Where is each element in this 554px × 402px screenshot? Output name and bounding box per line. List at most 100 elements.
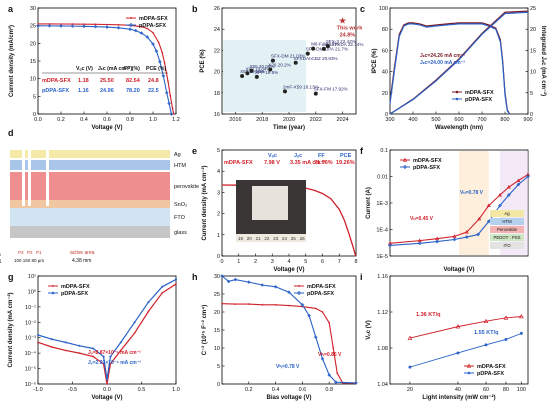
y-tick-label: 5 xyxy=(217,364,220,370)
x-tick-label: 80 xyxy=(503,387,509,393)
y-tick-label: 20 xyxy=(214,310,220,316)
table-cell: 19.26% xyxy=(336,160,355,166)
y2-tick-label: 25 xyxy=(530,6,536,12)
y-tick-label: 22 xyxy=(214,48,220,54)
data-point xyxy=(174,282,178,286)
data-point xyxy=(254,74,259,79)
data-point xyxy=(452,237,457,242)
y-tick-label: 1E-3 xyxy=(376,201,388,207)
y-tick-label: 20 xyxy=(214,70,220,76)
ruler-label: 25 xyxy=(291,236,297,241)
table-cell: 3.35 mA cm⁻² xyxy=(290,159,325,166)
data-point xyxy=(163,61,166,64)
x-axis-label: Voltage (V) xyxy=(444,267,475,273)
data-point xyxy=(50,345,54,349)
data-point xyxy=(92,347,95,350)
layer-label: FTO xyxy=(174,215,186,221)
panel-f: f 1 1E-5 1E-4 1E-3 0.01 0.1 Voltage (V) Current … xyxy=(0,146,530,273)
data-point xyxy=(139,31,144,35)
table-cell: 1.18 xyxy=(78,78,89,84)
annotation: Jₛc=24.26 mA cm⁻² xyxy=(420,53,465,59)
data-label: X26 20.2% xyxy=(268,62,290,67)
data-point xyxy=(327,373,331,377)
series-line xyxy=(221,275,357,384)
data-point xyxy=(516,182,521,187)
x-tick-label: 7 xyxy=(338,259,341,265)
data-point xyxy=(105,382,109,386)
table-header: Jₛc xyxy=(294,153,302,159)
panel-h: h 0.2 0.4 0.6 0.8 0 5 10 15 20 25 30 Bias voltage (V… xyxy=(192,272,358,401)
annotation: Vₜₗ=0.78 V xyxy=(460,190,484,196)
data-point xyxy=(145,27,149,30)
series-line xyxy=(389,176,529,247)
data-label: 2mF-X59 18.13% xyxy=(283,84,319,89)
data-point xyxy=(226,279,231,284)
data-point xyxy=(160,291,164,294)
data-label: XPP 19.5% xyxy=(255,70,278,75)
data-point xyxy=(300,303,305,307)
data-point xyxy=(417,241,422,246)
region-shade xyxy=(459,151,489,255)
y-tick-label: 2 xyxy=(217,212,220,218)
panel-g: g -1.0 -0.5 0.0 0.5 1.0 10⁻⁶ 10⁻⁵ 10⁻⁴ 10⁻³ 10⁻² 10… xyxy=(7,272,180,401)
annotation: Vₜₗ=0.45 V xyxy=(410,216,434,222)
y-tick-label: 1.04 xyxy=(377,382,388,388)
x-tick-label: 0.0 xyxy=(34,117,42,123)
panel-i: i 20 40 60 80 100 1.04 1.08 1.12 1.16 Light intens… xyxy=(360,272,529,401)
data-point xyxy=(260,303,264,306)
x-tick-label: 2 xyxy=(254,259,257,265)
data-point xyxy=(516,178,521,183)
y-tick-label: 10⁻¹ xyxy=(25,305,36,311)
layer-0 xyxy=(10,150,170,158)
y-tick-label: 0 xyxy=(385,112,388,118)
legend-label: pDPA-SFX xyxy=(465,97,492,103)
data-point xyxy=(119,349,123,352)
x-tick-label: 2022 xyxy=(310,117,322,123)
data-point xyxy=(452,234,457,238)
legend-marker xyxy=(128,22,134,28)
inset-layer xyxy=(490,242,524,249)
data-point xyxy=(145,35,150,39)
data-point xyxy=(109,362,112,365)
data-point xyxy=(354,381,358,385)
data-point xyxy=(147,310,150,313)
data-point xyxy=(504,338,508,341)
data-point xyxy=(59,22,63,26)
data-point xyxy=(282,89,287,94)
ruler xyxy=(236,234,306,242)
data-point xyxy=(313,91,318,96)
inset-layer-label: Ag xyxy=(504,211,510,216)
x-tick-label: 0.5 xyxy=(138,387,146,393)
y-tick-label: 1E-4 xyxy=(376,228,388,234)
data-point xyxy=(498,203,502,208)
data-point xyxy=(105,378,109,381)
panel-letter: f xyxy=(360,146,364,156)
y2-tick-label: 0 xyxy=(530,112,533,118)
data-point xyxy=(78,351,81,355)
x-tick-label: 0.0 xyxy=(103,387,111,393)
data-point xyxy=(165,91,169,95)
y-tick-label: 10¹ xyxy=(28,274,36,280)
x-tick-label: -1.0 xyxy=(33,387,42,393)
y-tick-label: 15 xyxy=(214,328,220,334)
data-point xyxy=(64,349,67,352)
data-point xyxy=(36,333,40,337)
data-point xyxy=(486,203,491,208)
plot-frame xyxy=(389,275,529,385)
data-point xyxy=(234,302,237,306)
table-cell: 82.54 xyxy=(126,78,141,84)
table-cell: 25.50 xyxy=(100,78,114,84)
data-point xyxy=(47,24,52,28)
data-point xyxy=(274,303,277,306)
data-point xyxy=(526,174,530,179)
table-cell: 7.98 V xyxy=(264,160,280,166)
x-tick-label: 500 xyxy=(431,117,440,123)
data-point xyxy=(172,112,175,116)
inset-layer-label: ITO xyxy=(503,243,511,248)
x-tick-label: 40 xyxy=(455,387,461,393)
y-tick-label: 10⁰ xyxy=(28,288,37,295)
scribe-line xyxy=(46,146,49,206)
y-axis-label: Current density (mA/cm²) xyxy=(8,25,15,97)
legend-label: pDPA-SFX xyxy=(307,291,334,297)
